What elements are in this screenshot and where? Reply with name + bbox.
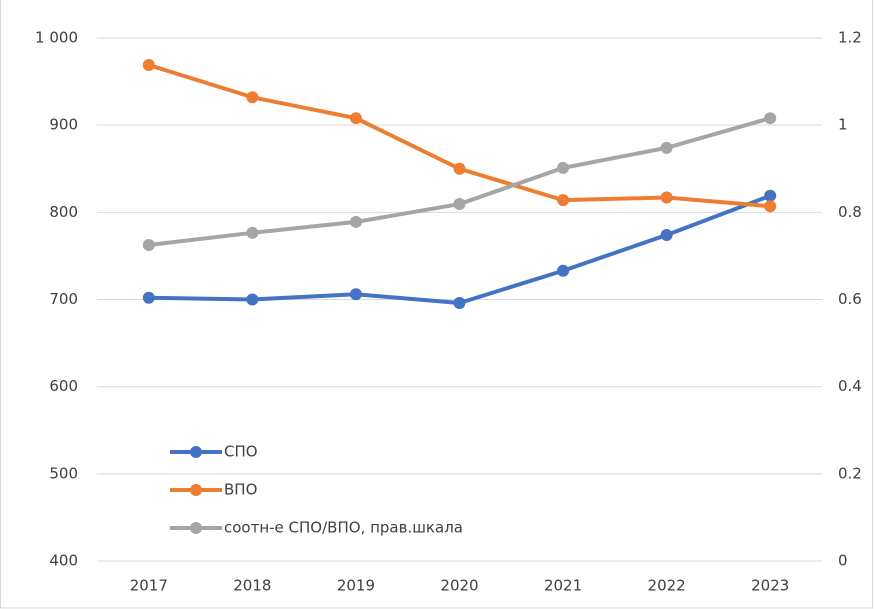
x-tick-label: 2023: [751, 577, 789, 595]
point-marker: [660, 191, 673, 204]
legend-label: ВПО: [224, 481, 257, 499]
point-marker: [557, 161, 570, 174]
point-marker: [764, 112, 777, 125]
y-tick-label: 600: [49, 377, 78, 395]
point-marker: [246, 91, 259, 104]
x-tick-label: 2020: [440, 577, 478, 595]
y2-tick-label: 0.8: [838, 203, 862, 221]
legend-marker: [190, 484, 202, 496]
x-tick-label: 2018: [233, 577, 271, 595]
y-tick-label: 400: [49, 552, 78, 570]
y2-tick-label: 1.2: [838, 29, 862, 47]
point-marker: [349, 215, 362, 228]
y-tick-label: 800: [49, 203, 78, 221]
x-tick-label: 2019: [337, 577, 375, 595]
point-marker: [246, 293, 259, 306]
series-line: [148, 63, 771, 209]
point-marker: [142, 239, 155, 252]
point-marker: [660, 228, 673, 241]
point-marker: [453, 162, 466, 175]
point-marker: [557, 194, 570, 207]
point-marker: [142, 291, 155, 304]
point-marker: [557, 264, 570, 277]
point-marker: [764, 200, 777, 213]
y-tick-label: 700: [49, 290, 78, 308]
y-tick-label: 500: [49, 464, 78, 482]
point-marker: [660, 141, 673, 154]
point-marker: [349, 288, 362, 301]
y2-tick-label: 1: [838, 116, 848, 134]
series-line: [148, 116, 771, 248]
legend-marker: [190, 522, 202, 534]
point-marker: [453, 296, 466, 309]
point-marker: [246, 226, 259, 239]
point-marker: [764, 189, 777, 202]
legend-label: соотн-е СПО/ВПО, прав.шкала: [224, 519, 463, 537]
x-tick-label: 2022: [648, 577, 686, 595]
y2-tick-label: 0.2: [838, 464, 862, 482]
y2-tick-label: 0: [838, 552, 848, 570]
y2-tick-label: 0.4: [838, 377, 862, 395]
y-tick-label: 900: [49, 116, 78, 134]
x-tick-label: 2021: [544, 577, 582, 595]
point-marker: [349, 112, 362, 125]
point-marker: [453, 198, 466, 211]
point-marker: [142, 59, 155, 72]
y2-tick-label: 0.6: [838, 290, 862, 308]
x-tick-label: 2017: [130, 577, 168, 595]
legend-label: СПО: [224, 443, 258, 461]
legend-marker: [190, 446, 202, 458]
y-tick-label: 1 000: [35, 29, 78, 47]
